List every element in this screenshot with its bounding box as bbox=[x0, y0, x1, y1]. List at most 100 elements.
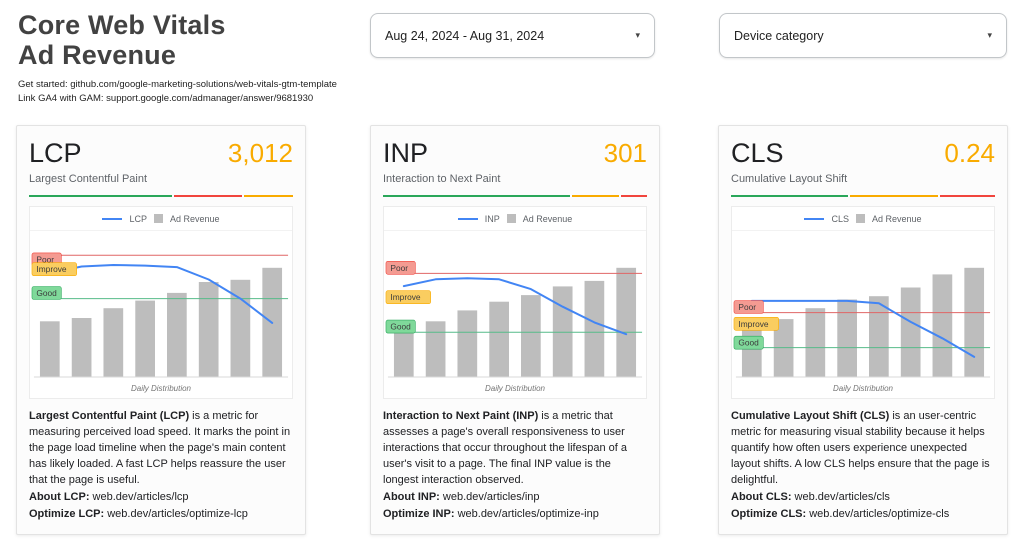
page-title-line2: Ad Revenue bbox=[18, 40, 177, 70]
x-axis-label: Daily Distribution bbox=[130, 384, 192, 394]
metric-description-bold: Interaction to Next Paint (INP) bbox=[383, 410, 539, 423]
bar-series-swatch bbox=[153, 214, 163, 224]
svg-text:Good: Good bbox=[390, 322, 411, 332]
svg-text:Good: Good bbox=[738, 338, 759, 348]
metric-description-text: is a metric for measuring perceived load… bbox=[29, 410, 291, 486]
metric-name: INP bbox=[383, 138, 429, 168]
metric-description: Cumulative Layout Shift (CLS) is an user… bbox=[731, 409, 995, 489]
bar-series-swatch bbox=[506, 214, 516, 224]
optimize-label: Optimize INP: bbox=[383, 508, 455, 521]
resource-links: About CLS: web.dev/articles/cls Optimize… bbox=[731, 489, 995, 524]
distribution-segment-good bbox=[29, 195, 172, 198]
cls-card: CLS 0.24 Cumulative Layout Shift CLS Ad … bbox=[718, 125, 1008, 535]
card-header: CLS 0.24 bbox=[731, 138, 995, 169]
metric-description-bold: Cumulative Layout Shift (CLS) bbox=[731, 410, 890, 423]
svg-text:Poor: Poor bbox=[36, 254, 54, 264]
line-series-swatch bbox=[804, 217, 825, 220]
card-header: LCP 3,012 bbox=[29, 138, 293, 169]
about-label: About INP: bbox=[383, 490, 440, 503]
header: Core Web Vitals Ad Revenue Get started: … bbox=[18, 10, 358, 106]
svg-text:Poor: Poor bbox=[738, 302, 756, 312]
chart-legend: CLS Ad Revenue bbox=[732, 207, 994, 232]
cls-chart[interactable]: Poor Improve Good bbox=[732, 231, 994, 383]
svg-text:Improve: Improve bbox=[36, 264, 67, 274]
metric-description: Largest Contentful Paint (LCP) is a metr… bbox=[29, 409, 293, 489]
resource-links: About INP: web.dev/articles/inp Optimize… bbox=[383, 489, 647, 524]
about-label: About LCP: bbox=[29, 490, 90, 503]
chevron-down-icon: ▾ bbox=[987, 30, 992, 40]
about-link[interactable]: web.dev/articles/cls bbox=[794, 490, 890, 503]
optimize-link[interactable]: web.dev/articles/optimize-inp bbox=[457, 508, 599, 521]
line-series-label: INP bbox=[484, 213, 500, 224]
device-category-value: Device category bbox=[734, 28, 824, 43]
about-link[interactable]: web.dev/articles/inp bbox=[442, 490, 540, 503]
date-range-value: Aug 24, 2024 - Aug 31, 2024 bbox=[385, 28, 545, 43]
inp-chart[interactable]: Poor Improve Good bbox=[384, 231, 646, 383]
about-row: About LCP: web.dev/articles/lcp bbox=[29, 489, 293, 507]
chevron-down-icon: ▾ bbox=[635, 30, 640, 40]
line-series-label: CLS bbox=[831, 213, 849, 224]
threshold-distribution-bar bbox=[731, 195, 995, 198]
about-row: About INP: web.dev/articles/inp bbox=[383, 489, 647, 507]
bar-series-swatch bbox=[855, 214, 865, 224]
date-range-picker[interactable]: Aug 24, 2024 - Aug 31, 2024 ▾ bbox=[370, 13, 655, 58]
optimize-row: Optimize CLS: web.dev/articles/optimize-… bbox=[731, 506, 995, 524]
line-series-swatch bbox=[102, 217, 123, 220]
optimize-row: Optimize INP: web.dev/articles/optimize-… bbox=[383, 506, 647, 524]
metric-description-text: is an user-centric metric for measuring … bbox=[731, 410, 990, 486]
svg-text:Improve: Improve bbox=[390, 292, 421, 302]
optimize-label: Optimize CLS: bbox=[731, 508, 807, 521]
optimize-row: Optimize LCP: web.dev/articles/optimize-… bbox=[29, 506, 293, 524]
page-title: Core Web Vitals Ad Revenue bbox=[18, 10, 358, 70]
page-title-line1: Core Web Vitals bbox=[18, 10, 226, 40]
about-label: About CLS: bbox=[731, 490, 792, 503]
metric-subtitle: Interaction to Next Paint bbox=[383, 173, 501, 185]
optimize-link[interactable]: web.dev/articles/optimize-cls bbox=[809, 508, 950, 521]
chart-container: CLS Ad Revenue Poor Improve Good Daily Dis… bbox=[731, 206, 995, 400]
metric-subtitle: Largest Contentful Paint bbox=[29, 173, 148, 185]
metric-name: CLS bbox=[731, 138, 784, 168]
distribution-segment-poor bbox=[174, 195, 242, 198]
bar-series-label: Ad Revenue bbox=[871, 213, 922, 224]
about-row: About CLS: web.dev/articles/cls bbox=[731, 489, 995, 507]
distribution-segment-improve bbox=[243, 195, 293, 198]
device-category-filter[interactable]: Device category ▾ bbox=[719, 13, 1007, 58]
chart-legend: LCP Ad Revenue bbox=[30, 207, 292, 232]
optimize-link[interactable]: web.dev/articles/optimize-lcp bbox=[107, 508, 248, 521]
inp-card: INP 301 Interaction to Next Paint INP Ad… bbox=[370, 125, 660, 535]
x-axis-label: Daily Distribution bbox=[484, 384, 546, 394]
link-ga4-gam-link[interactable]: Link GA4 with GAM: support.google.com/ad… bbox=[18, 93, 314, 104]
svg-text:Poor: Poor bbox=[390, 263, 408, 273]
distribution-segment-poor bbox=[940, 195, 995, 198]
resource-links: About LCP: web.dev/articles/lcp Optimize… bbox=[29, 489, 293, 524]
line-series-label: LCP bbox=[129, 213, 147, 224]
optimize-label: Optimize LCP: bbox=[29, 508, 105, 521]
metric-description: Interaction to Next Paint (INP) is a met… bbox=[383, 409, 647, 489]
distribution-segment-improve bbox=[850, 195, 939, 198]
metric-subtitle: Cumulative Layout Shift bbox=[731, 173, 848, 185]
svg-text:Good: Good bbox=[36, 288, 57, 298]
header-notes: Get started: github.com/google-marketing… bbox=[18, 78, 358, 106]
metric-description-text: is a metric that assesses a page's overa… bbox=[383, 410, 627, 486]
chart-container: LCP Ad Revenue Poor Improve Good Daily Dis… bbox=[29, 206, 293, 400]
chart-legend: INP Ad Revenue bbox=[384, 207, 646, 232]
x-axis-label: Daily Distribution bbox=[832, 384, 894, 394]
get-started-link[interactable]: Get started: github.com/google-marketing… bbox=[18, 79, 337, 90]
threshold-distribution-bar bbox=[383, 195, 647, 198]
lcp-card: LCP 3,012 Largest Contentful Paint LCP A… bbox=[16, 125, 306, 535]
distribution-segment-improve bbox=[572, 195, 619, 198]
bar-series-label: Ad Revenue bbox=[522, 213, 573, 224]
metric-value: 3,012 bbox=[227, 138, 293, 168]
about-link[interactable]: web.dev/articles/lcp bbox=[92, 490, 189, 503]
bar-series-label: Ad Revenue bbox=[169, 213, 220, 224]
distribution-segment-good bbox=[731, 195, 848, 198]
metric-name: LCP bbox=[29, 138, 82, 168]
distribution-segment-good bbox=[383, 195, 571, 198]
metric-description-bold: Largest Contentful Paint (LCP) bbox=[29, 410, 190, 423]
threshold-distribution-bar bbox=[29, 195, 293, 198]
metric-value: 301 bbox=[603, 138, 647, 168]
line-series-swatch bbox=[457, 217, 478, 220]
metric-value: 0.24 bbox=[944, 138, 995, 168]
svg-text:Improve: Improve bbox=[738, 319, 769, 329]
